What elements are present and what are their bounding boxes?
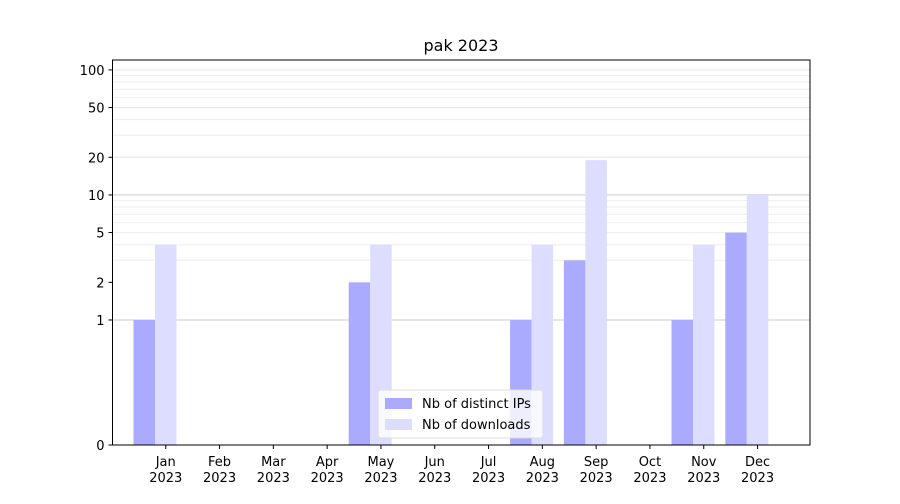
x-tick-label-month: Feb: [208, 455, 231, 470]
x-tick-label-year: 2023: [526, 471, 559, 486]
chart-title: pak 2023: [423, 36, 498, 55]
x-tick-label-year: 2023: [257, 471, 290, 486]
x-tick-label-year: 2023: [741, 471, 774, 486]
x-tick-label-month: Oct: [639, 455, 661, 470]
y-tick-label: 2: [96, 276, 104, 291]
legend-swatch: [385, 419, 412, 430]
bar-distinct-ips: [563, 260, 586, 445]
y-tick-label: 20: [88, 151, 105, 166]
x-tick-label-year: 2023: [687, 471, 720, 486]
x-tick-label-year: 2023: [149, 471, 182, 486]
bar-downloads: [746, 194, 769, 445]
legend-label: Nb of downloads: [422, 418, 531, 433]
x-tick-label-year: 2023: [418, 471, 451, 486]
y-tick-label: 100: [80, 64, 105, 79]
x-tick-label-month: Jul: [480, 455, 497, 470]
x-tick-label-month: Dec: [745, 455, 770, 470]
x-tick-label-month: Mar: [261, 455, 286, 470]
x-tick-label-month: Nov: [691, 455, 717, 470]
x-tick-label-year: 2023: [364, 471, 397, 486]
legend: Nb of distinct IPs Nb of downloads: [377, 389, 544, 439]
legend-label: Nb of distinct IPs: [422, 397, 531, 412]
x-tick-label-month: May: [368, 455, 395, 470]
bar-downloads: [585, 160, 607, 445]
y-tick-label: 0: [96, 439, 104, 454]
x-tick-label-year: 2023: [472, 471, 505, 486]
legend-box: [377, 389, 544, 439]
x-tick-label-month: Jun: [424, 455, 445, 470]
grid-lines: [112, 69, 810, 321]
y-tick-label: 1: [96, 314, 104, 329]
y-tick-label: 10: [88, 189, 105, 204]
y-tick-label: 50: [88, 102, 105, 117]
bar-downloads: [155, 244, 177, 445]
x-tick-label-year: 2023: [311, 471, 344, 486]
x-tick-label-month: Jan: [155, 455, 176, 470]
x-tick-label-month: Apr: [316, 455, 339, 470]
x-tick-label-year: 2023: [580, 471, 613, 486]
bar-distinct-ips: [133, 319, 155, 445]
y-axis: 0 1 2 5 10 20 50 100: [80, 64, 113, 454]
x-tick-label-year: 2023: [203, 471, 236, 486]
bar-distinct-ips: [725, 232, 747, 445]
bars: [133, 160, 769, 445]
bar-distinct-ips: [348, 282, 371, 445]
x-tick-label-year: 2023: [633, 471, 666, 486]
y-tick-label: 5: [96, 227, 104, 242]
legend-swatch: [385, 398, 412, 409]
x-tick-label-month: Sep: [584, 455, 609, 470]
bar-distinct-ips: [671, 319, 693, 445]
x-axis: Jan2023Feb2023Mar2023Apr2023May2023Jun20…: [149, 445, 774, 486]
plot-frame: [112, 59, 811, 446]
x-tick-label-month: Aug: [530, 455, 555, 470]
bar-downloads: [693, 244, 715, 445]
